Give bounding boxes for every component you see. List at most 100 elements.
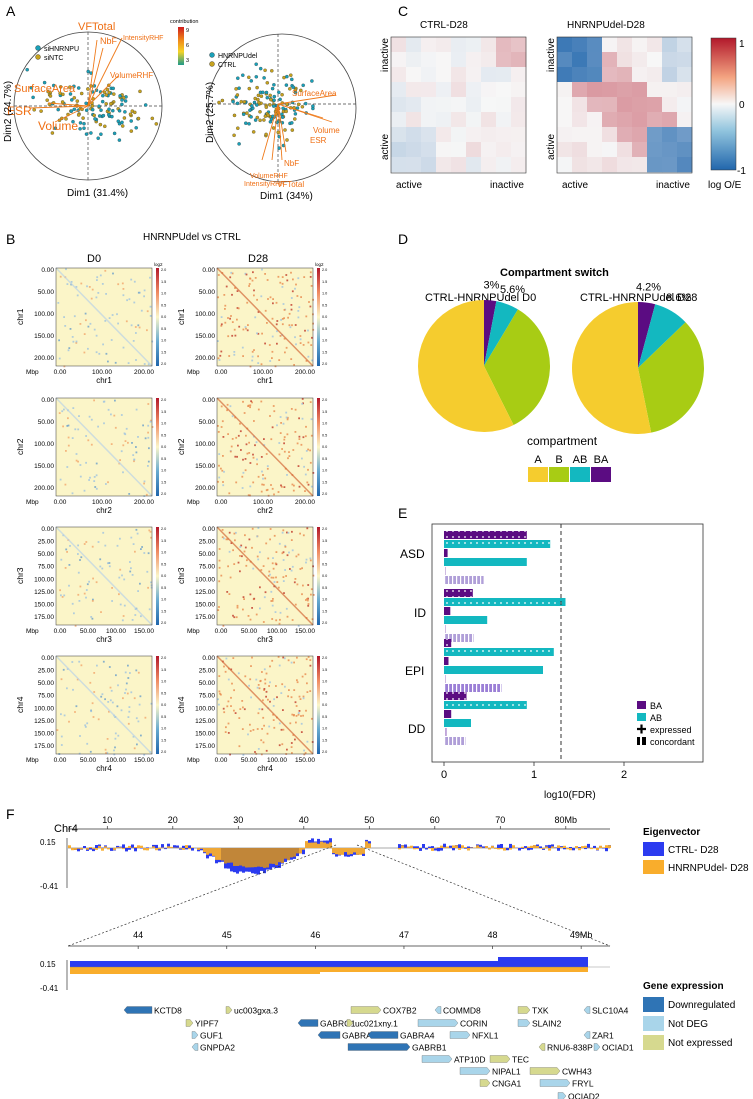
pca-point — [72, 107, 77, 112]
heatmap-cell — [511, 127, 527, 143]
hic-pixel — [294, 738, 296, 741]
hic-pixel — [307, 341, 310, 344]
hic-pixel — [278, 542, 281, 545]
hic-pixel — [73, 315, 76, 318]
hic-pixel — [269, 415, 271, 417]
pca-point — [268, 93, 272, 98]
hic-pixel — [231, 438, 234, 440]
eigen-bar-hnrnpudel — [272, 848, 275, 864]
hic-pixel — [240, 449, 242, 451]
hic-pixel — [265, 672, 268, 675]
bar-pattern — [444, 567, 446, 575]
hic-pixel — [74, 711, 76, 713]
eigen-bar-hnrnpudel — [203, 848, 206, 853]
eigen-bar-ctrl — [164, 848, 167, 850]
heatmap-cell — [587, 82, 603, 98]
hic-pixel — [282, 576, 285, 578]
hic-pixel — [96, 279, 98, 281]
hic-pixel — [93, 480, 96, 482]
heatmap-cell — [662, 142, 678, 158]
gene-label: RNU6-838P — [547, 1043, 593, 1053]
hic-colorbar-tick: 2.0 — [161, 656, 166, 660]
hic-ytick: 100.00 — [34, 441, 54, 448]
hic-pixel — [248, 285, 250, 287]
hic-colorbar — [156, 268, 159, 366]
eigen-bar-hnrnpudel — [71, 848, 74, 851]
pca-vector-arrow — [87, 37, 123, 107]
hic-pixel — [261, 728, 263, 730]
hic-pixel — [236, 604, 239, 607]
hic-pixel — [249, 730, 252, 732]
hic-pixel — [272, 557, 274, 559]
hic-colorbar-tick: 2.0 — [322, 527, 327, 531]
pca-point — [56, 107, 60, 112]
hic-pixel — [72, 688, 74, 691]
hic-pixel — [225, 285, 228, 288]
eigen-bar-hnrnpudel — [512, 845, 515, 848]
hic-pixel — [61, 596, 64, 598]
hic-pixel — [147, 465, 149, 467]
hic-pixel — [136, 532, 139, 535]
hic-pixel — [256, 463, 258, 466]
hic-pixel — [231, 321, 234, 323]
e-xtick-label: 0 — [441, 769, 447, 781]
hic-pixel — [135, 332, 137, 334]
hic-pixel — [301, 398, 304, 400]
panel-a-right-ylabel: Dim2 (25.7%) — [205, 82, 216, 143]
hic-pixel — [278, 744, 281, 747]
f-top-tick-label: 60 — [430, 815, 440, 825]
pca-point — [120, 98, 124, 102]
hic-pixel — [142, 424, 144, 427]
hic-xtick: 200.00 — [134, 499, 154, 506]
hic-pixel — [282, 303, 285, 305]
hic-diagonal — [216, 397, 314, 497]
eigen-bar-hnrnpudel — [365, 841, 368, 848]
hic-colorbar — [317, 656, 320, 754]
eigen-bar-hnrnpudel — [464, 847, 467, 848]
pie-slice-label: 4.2% — [636, 282, 661, 294]
hic-pixel — [116, 313, 118, 316]
pca-point — [237, 86, 241, 90]
hic-pixel — [295, 705, 298, 707]
bar-pattern — [444, 692, 467, 700]
gene-arrow — [191, 1031, 199, 1039]
hic-pixel — [307, 468, 309, 471]
hic-pixel — [257, 408, 260, 411]
hic-pixel — [107, 408, 110, 411]
heatmap-cell — [617, 82, 633, 98]
hic-pixel — [68, 720, 70, 723]
hic-pixel — [230, 668, 233, 671]
hic-pixel — [90, 297, 93, 300]
pca-point — [79, 91, 84, 96]
hic-pixel — [242, 355, 244, 357]
pca-point — [97, 114, 102, 118]
eigen-bar-hnrnpudel — [218, 848, 221, 860]
eigen-bar-hnrnpudel — [362, 848, 365, 854]
heatmap-cell — [421, 82, 437, 98]
hic-pixel — [285, 411, 288, 414]
hic-pixel — [128, 706, 131, 708]
hic-pixel — [63, 365, 66, 368]
hic-pixel — [296, 583, 299, 586]
hic-pixel — [242, 596, 245, 598]
hic-xtick: 0.00 — [54, 628, 67, 635]
hic-pixel — [143, 289, 146, 292]
e-legend-concordant: concordant — [650, 737, 695, 747]
hic-pixel — [140, 615, 142, 618]
hic-pixel — [93, 476, 96, 478]
e-xtick-label: 2 — [621, 769, 627, 781]
hic-pixel — [298, 710, 301, 712]
hic-pixel — [249, 485, 252, 488]
heatmap-cell — [391, 37, 407, 53]
hic-pixel — [122, 471, 124, 474]
heatmap-cell — [572, 67, 588, 83]
hic-pixel — [234, 455, 237, 458]
heatmap-cell — [647, 82, 663, 98]
hic-pixel — [239, 570, 241, 573]
hic-xtick: 100.00 — [106, 757, 126, 764]
hic-pixel — [286, 279, 289, 282]
hic-colorbar-tick: 0.5 — [322, 586, 327, 590]
panel-label-c: C — [398, 3, 408, 19]
heatmap-cell — [632, 112, 648, 128]
hic-pixel — [288, 551, 290, 554]
